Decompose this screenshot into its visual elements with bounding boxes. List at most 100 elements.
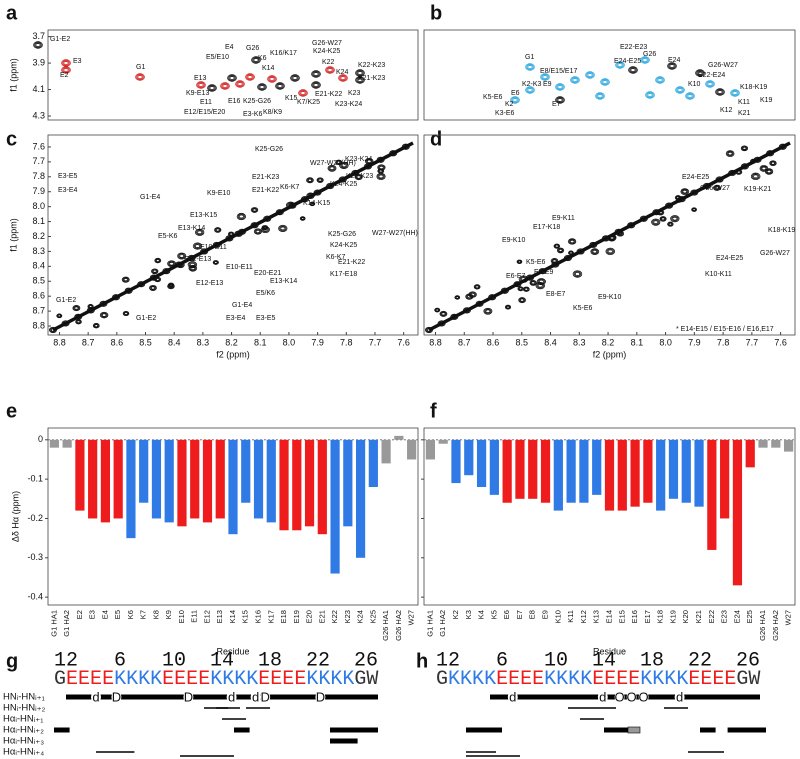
peak-contour: [518, 286, 523, 291]
peak-contour: [237, 82, 243, 86]
bar: [579, 439, 589, 503]
peak-contour: [307, 178, 313, 182]
x-tick-label: 7.9: [688, 337, 701, 347]
peak-contour: [125, 288, 132, 294]
peak-contour: [569, 239, 575, 244]
peak-contour: [518, 275, 529, 283]
peak-contour: [301, 217, 305, 220]
peak-contour: [640, 216, 647, 222]
peak-label: E5-K6: [158, 233, 178, 240]
peak-contour: [200, 248, 209, 255]
bar: [343, 439, 353, 527]
x-tick-label: K20: [681, 610, 690, 623]
peak-contour: [653, 220, 659, 225]
peak-contour: [325, 66, 335, 74]
peak-contour: [616, 62, 624, 68]
peak-contour: [61, 66, 71, 74]
y-tick-label: 8.5: [32, 276, 45, 286]
x-tick-label: K6: [126, 610, 135, 619]
peak-contour: [732, 91, 738, 95]
peak-contour: [353, 171, 358, 175]
peak-contour: [513, 281, 522, 288]
peak-contour: [378, 168, 384, 174]
peak-label: E24-E25: [716, 255, 743, 262]
peak-contour: [339, 75, 347, 81]
peak-contour: [569, 251, 573, 255]
peak-contour: [178, 253, 186, 259]
peak-contour: [740, 163, 749, 170]
x-tick-label: G26 HA1: [381, 610, 390, 641]
peak-contour: [641, 57, 649, 63]
peak-contour: [713, 185, 721, 191]
panel-label: e: [6, 400, 17, 422]
peak-contour: [554, 244, 560, 249]
peak-contour: [765, 169, 773, 174]
peak-contour: [50, 328, 56, 332]
ambiguous-noe: [627, 726, 641, 734]
x-tick-label: K12: [579, 610, 588, 623]
residue-number: 18: [258, 649, 282, 672]
residue-number: 26: [736, 649, 760, 672]
peak-contour: [477, 302, 482, 306]
peak-contour: [138, 282, 144, 286]
x-tick-label: E11: [190, 610, 199, 623]
x-tick-label: 8.7: [82, 337, 95, 347]
peak-label: W27-W27(HH): [310, 160, 356, 167]
x-tick-label: 8.1: [631, 337, 644, 347]
peak-label: E21-K22: [252, 187, 279, 194]
peak-contour: [692, 190, 697, 195]
peak-contour: [75, 314, 82, 320]
peak-contour: [378, 174, 384, 179]
peak-contour: [647, 93, 653, 97]
noe-row-label: Hαᵢ-HNᵢ₊₂: [3, 725, 44, 736]
bar: [464, 439, 474, 476]
peak-contour: [169, 283, 173, 287]
peak-contour: [778, 143, 787, 150]
peak-contour: [578, 249, 583, 254]
bar: [253, 439, 264, 519]
x-tick-label: 7.8: [340, 337, 353, 347]
x-tick-label: E12: [202, 610, 211, 623]
bar: [489, 439, 499, 495]
peak-contour: [221, 83, 229, 89]
x-tick-label: E14: [604, 610, 613, 623]
peak-contour: [589, 241, 598, 249]
peak-contour: [467, 294, 472, 299]
y-tick-label: 8.7: [32, 305, 45, 315]
peak-label: E21-K23: [252, 174, 279, 181]
peak-contour: [100, 301, 107, 307]
peak-contour: [255, 229, 261, 234]
peak-contour: [88, 304, 94, 309]
x-tick-label: G1 HA1: [49, 610, 58, 637]
peak-label: G1: [525, 54, 534, 61]
peak-label: K9-E10: [207, 190, 230, 197]
peak-contour: [177, 252, 187, 260]
peak-contour: [510, 96, 520, 104]
peak-contour: [176, 261, 185, 269]
peak-contour: [595, 92, 605, 100]
x-tick-label: K16: [254, 610, 263, 623]
peak-contour: [57, 314, 61, 318]
y-axis-label: f1 (ppm): [8, 58, 18, 92]
peak-contour: [652, 219, 660, 225]
peak-contour: [196, 229, 204, 236]
x-tick-label: K11: [566, 610, 575, 623]
bar: [113, 439, 123, 519]
x-tick-label: 8.5: [139, 337, 152, 347]
x-axis-label: Residue: [593, 646, 626, 656]
peak-contour: [328, 184, 333, 188]
peak-label: K15: [285, 95, 298, 102]
peak-contour: [434, 307, 441, 313]
peak-contour: [357, 71, 363, 75]
peak-contour: [426, 328, 432, 332]
x-tick-label: W27: [407, 610, 416, 625]
peak-contour: [315, 190, 320, 195]
peak-contour: [201, 249, 207, 254]
peak-contour: [313, 72, 319, 76]
peak-contour: [770, 161, 776, 166]
peak-contour: [750, 158, 757, 164]
peak-contour: [736, 169, 742, 175]
x-tick-label: K8: [151, 610, 160, 619]
peak-contour: [600, 78, 610, 86]
